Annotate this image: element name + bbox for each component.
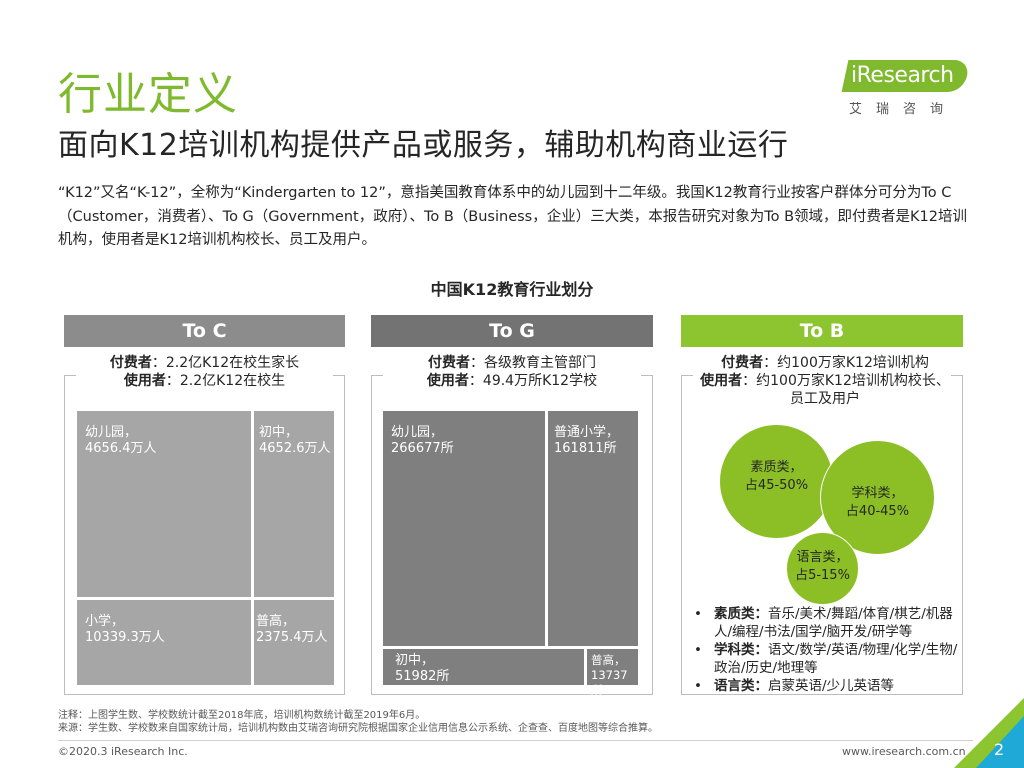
payer-value: ：约100万家K12培训机构 xyxy=(763,355,929,371)
payer-label: 付费者 xyxy=(109,355,152,371)
to-g-frame xyxy=(371,375,653,695)
cell-value: 51982所 xyxy=(395,669,450,684)
copyright: ©2020.3 iResearch Inc. xyxy=(58,745,188,758)
frame-top-line xyxy=(64,375,76,376)
circle-label: 语言类， xyxy=(796,550,849,565)
page-subtitle: 面向K12培训机构提供产品或服务，辅助机构商业运行 xyxy=(58,128,789,163)
header-to-g: To G xyxy=(371,315,653,347)
footer-divider xyxy=(58,740,973,741)
to-c-frame xyxy=(64,375,345,695)
iresearch-logo: iResearch 艾瑞咨询 xyxy=(841,60,975,120)
to-b-payer-info: 付费者：约100万家K12培训机构 使用者：约100万家K12培训机构校长、员工… xyxy=(700,354,950,408)
frame-top-line xyxy=(641,375,653,376)
cell-value: 4652.6万人 xyxy=(259,441,331,456)
circle-academic: 学科类， 占40-45% xyxy=(820,440,935,555)
circle-label: 素质类， xyxy=(750,460,803,475)
cell-label: 普高， xyxy=(591,653,626,667)
treemap-cell-junior-high: 初中， 4652.6万人 xyxy=(254,411,334,597)
cell-value: 10339.3万人 xyxy=(85,630,165,645)
treemap-cell-junior-high: 初中， 51982所 xyxy=(383,649,584,685)
frame-top-line xyxy=(681,375,693,376)
user-value: ：约100万家K12培训机构校长、员工及用户 xyxy=(742,373,950,407)
cell-label: 幼儿园， xyxy=(391,425,444,440)
cell-label: 普高， xyxy=(256,614,296,629)
cell-label: 初中， xyxy=(395,653,435,668)
treemap-cell-primary: 小学， 10339.3万人 xyxy=(77,600,251,685)
footnote: 注释：上图学生数、学校数统计截至2018年底，培训机构数统计截至2019年6月。… xyxy=(58,709,658,735)
list-item: 学科类：语文/数学/英语/物理/化学/生物/政治/历史/地理等 xyxy=(694,642,964,677)
source-line: 来源：学生数、学校数来自国家统计局，培训机构数由艾瑞咨询研究院根据国家企业信用信… xyxy=(58,723,658,734)
logo-text: iResearch xyxy=(851,63,954,88)
corner-decoration xyxy=(954,698,1024,768)
treemap-cell-kindergarten: 幼儿园， 266677所 xyxy=(383,411,545,646)
user-label: 使用者 xyxy=(700,373,743,389)
bullet-text: 启蒙英语/少儿英语等 xyxy=(768,678,895,694)
user-label: 使用者 xyxy=(123,373,166,389)
cell-value: 161811所 xyxy=(554,441,617,456)
treemap-cell-primary: 普通小学， 161811所 xyxy=(548,411,638,646)
website-link[interactable]: www.iresearch.com.cn xyxy=(842,745,966,758)
treemap-cell-senior-high: 普高， 2375.4万人 xyxy=(254,600,334,685)
circle-value: 占40-45% xyxy=(845,504,910,519)
bullet-text: 语文/数学/英语/物理/化学/生物/政治/历史/地理等 xyxy=(714,642,958,676)
payer-label: 付费者 xyxy=(428,355,470,371)
cell-label: 小学， xyxy=(85,614,125,629)
treemap-cell-senior-high: 普高， 13737所 xyxy=(587,649,638,697)
cell-label: 初中， xyxy=(259,425,299,440)
cell-label: 幼儿园， xyxy=(85,425,138,440)
user-value: ：2.2亿K12在校生 xyxy=(165,373,286,389)
circle-value: 占5-15% xyxy=(795,568,850,583)
chart-title: 中国K12教育行业划分 xyxy=(430,280,594,299)
intro-paragraph: “K12”又名“K-12”，全称为“Kindergarten to 12”，意指… xyxy=(58,185,968,248)
cell-value: 13737所 xyxy=(591,668,628,697)
note-line: 注释：上图学生数、学校数统计截至2018年底，培训机构数统计截至2019年6月。 xyxy=(58,710,426,721)
bullet-label: 语言类： xyxy=(714,678,768,694)
user-label: 使用者 xyxy=(426,373,469,389)
cell-value: 266677所 xyxy=(391,441,454,456)
header-to-b: To B xyxy=(681,315,963,347)
list-item: 素质类：音乐/美术/舞蹈/体育/棋艺/机器人/编程/书法/国学/脑开发/研学等 xyxy=(694,606,964,641)
page-number: 2 xyxy=(994,740,1005,759)
cell-value: 4656.4万人 xyxy=(85,441,157,456)
frame-top-line xyxy=(951,375,963,376)
to-c-payer-info: 付费者：2.2亿K12在校生家长 使用者：2.2亿K12在校生 xyxy=(64,354,345,390)
circle-quality-education: 素质类， 占45-50% xyxy=(719,424,834,539)
user-value: ：49.4万所K12学校 xyxy=(468,373,598,389)
bullet-label: 素质类： xyxy=(714,606,768,622)
cell-value: 2375.4万人 xyxy=(256,630,328,645)
logo-subtext: 艾瑞咨询 xyxy=(849,102,958,117)
circle-value: 占45-50% xyxy=(744,478,809,493)
treemap-cell-kindergarten: 幼儿园， 4656.4万人 xyxy=(77,411,251,597)
frame-top-line xyxy=(371,375,383,376)
circle-language: 语言类， 占5-15% xyxy=(786,532,859,605)
payer-value: ：各级教育主管部门 xyxy=(470,355,596,371)
to-g-payer-info: 付费者：各级教育主管部门 使用者：49.4万所K12学校 xyxy=(371,354,653,390)
cell-label: 普通小学， xyxy=(554,425,620,440)
page-title: 行业定义 xyxy=(58,69,238,120)
frame-top-line xyxy=(333,375,345,376)
bullet-text: 音乐/美术/舞蹈/体育/棋艺/机器人/编程/书法/国学/脑开发/研学等 xyxy=(714,606,953,640)
payer-label: 付费者 xyxy=(721,355,764,371)
circle-label: 学科类， xyxy=(851,486,904,501)
payer-value: ：2.2亿K12在校生家长 xyxy=(151,355,300,371)
to-b-category-list: 素质类：音乐/美术/舞蹈/体育/棋艺/机器人/编程/书法/国学/脑开发/研学等 … xyxy=(694,606,964,697)
list-item: 语言类：启蒙英语/少儿英语等 xyxy=(694,678,964,696)
bullet-label: 学科类： xyxy=(714,642,768,658)
header-to-c: To C xyxy=(64,315,345,347)
